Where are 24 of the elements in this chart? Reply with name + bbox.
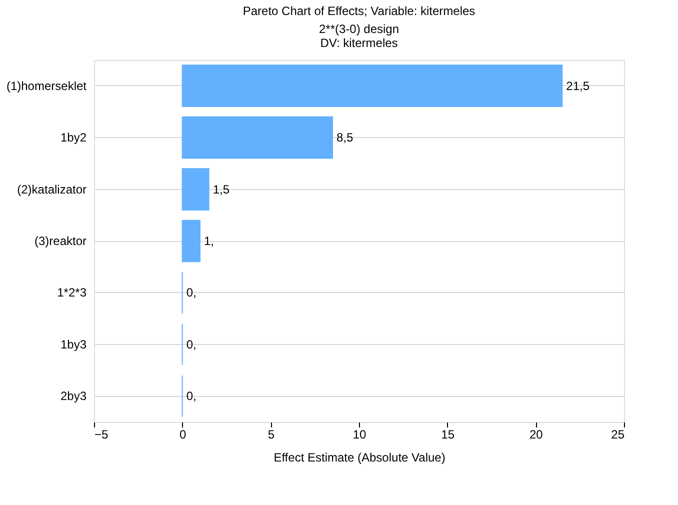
data-label: 0, — [186, 286, 196, 300]
y-tick-label: 2by3 — [60, 389, 87, 404]
data-label: 21,5 — [566, 78, 590, 93]
data-label: 0, — [186, 389, 196, 404]
data-label: 1, — [204, 234, 214, 248]
y-tick-label: (2)katalizator — [17, 182, 86, 196]
y-tick-label: (3)reaktor — [34, 234, 86, 248]
chart-title: Pareto Chart of Effects; Variable: kitermeles — [242, 4, 476, 18]
x-tick-label: 10 — [352, 428, 366, 442]
chart-subtitle: 2**(3-0) design DV: kitermeles — [318, 22, 400, 50]
data-label: 8,5 — [336, 130, 354, 145]
x-axis-title: Effect Estimate (Absolute Value) — [274, 450, 446, 464]
x-tick-label: 5 — [268, 428, 275, 442]
x-tick-label: 25 — [611, 428, 625, 442]
x-tick-label: 20 — [529, 428, 544, 442]
data-label: 0, — [186, 337, 196, 352]
y-tick-label: 1by3 — [60, 337, 87, 352]
x-tick-label: 15 — [441, 428, 455, 442]
x-tick-label: 0 — [179, 428, 186, 442]
data-label: 1,5 — [212, 182, 230, 196]
y-tick-label: (1)homerseklet — [6, 78, 88, 93]
x-tick-label: −5 — [94, 428, 109, 442]
y-tick-label: 1*2*3 — [57, 286, 87, 300]
y-tick-label: 1by2 — [60, 130, 87, 145]
